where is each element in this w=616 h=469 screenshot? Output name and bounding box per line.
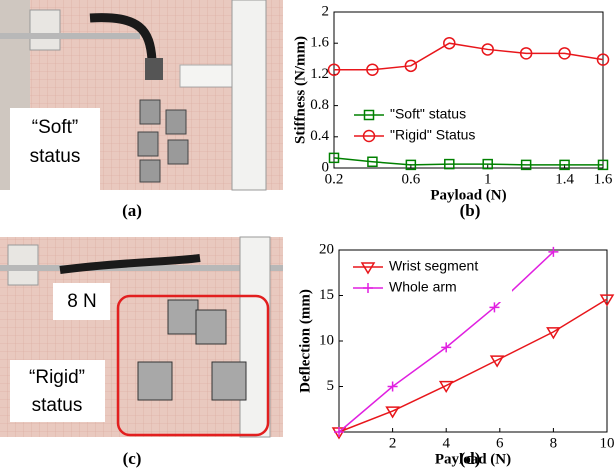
x-tick-label: 1.4: [555, 171, 574, 187]
x-tick-label: 1.6: [594, 171, 613, 187]
x-tick-label: 2: [389, 435, 397, 451]
y-tick-label: 5: [327, 378, 335, 394]
photo-caption: “Soft”: [32, 117, 78, 138]
legend-label: Wrist segment: [389, 258, 478, 274]
x-axis-label: Payload (N): [435, 451, 511, 467]
legend-label: "Rigid" Status: [390, 127, 475, 143]
legend-label: Whole arm: [389, 279, 457, 295]
photo-caption: status: [30, 146, 81, 167]
x-axis-label: Payload (N): [430, 187, 506, 203]
photo-tag: 8 N: [67, 291, 97, 312]
photo-caption: status: [32, 395, 83, 416]
y-tick-label: 0.8: [310, 97, 329, 113]
y-tick-label: 2: [322, 3, 330, 19]
x-tick-label: 1: [484, 171, 492, 187]
panel-label: (b): [460, 201, 481, 220]
y-tick-label: 1.2: [310, 66, 329, 82]
photo-caption: “Rigid”: [29, 367, 85, 388]
x-tick-label: 6: [496, 435, 504, 451]
y-tick-label: 0: [322, 159, 330, 175]
y-tick-label: 15: [319, 287, 334, 303]
x-tick-label: 8: [550, 435, 558, 451]
y-axis-label: Stiffness (N/mm): [292, 36, 308, 144]
legend-label: "Soft" status: [390, 106, 466, 122]
x-tick-label: 10: [600, 435, 615, 451]
y-tick-label: 0.4: [310, 128, 329, 144]
panel-label: (a): [122, 201, 142, 220]
panel-label: (c): [123, 449, 142, 468]
y-tick-label: 20: [319, 241, 334, 257]
y-tick-label: 10: [319, 332, 334, 348]
y-axis-label: Deflection (mm): [297, 289, 313, 393]
figure: “Soft” status 8 N “Rigid” status (a) (b)…: [0, 0, 616, 469]
y-tick-label: 1.6: [310, 35, 329, 51]
x-tick-label: 4: [442, 435, 450, 451]
x-tick-label: 0.6: [401, 171, 420, 187]
